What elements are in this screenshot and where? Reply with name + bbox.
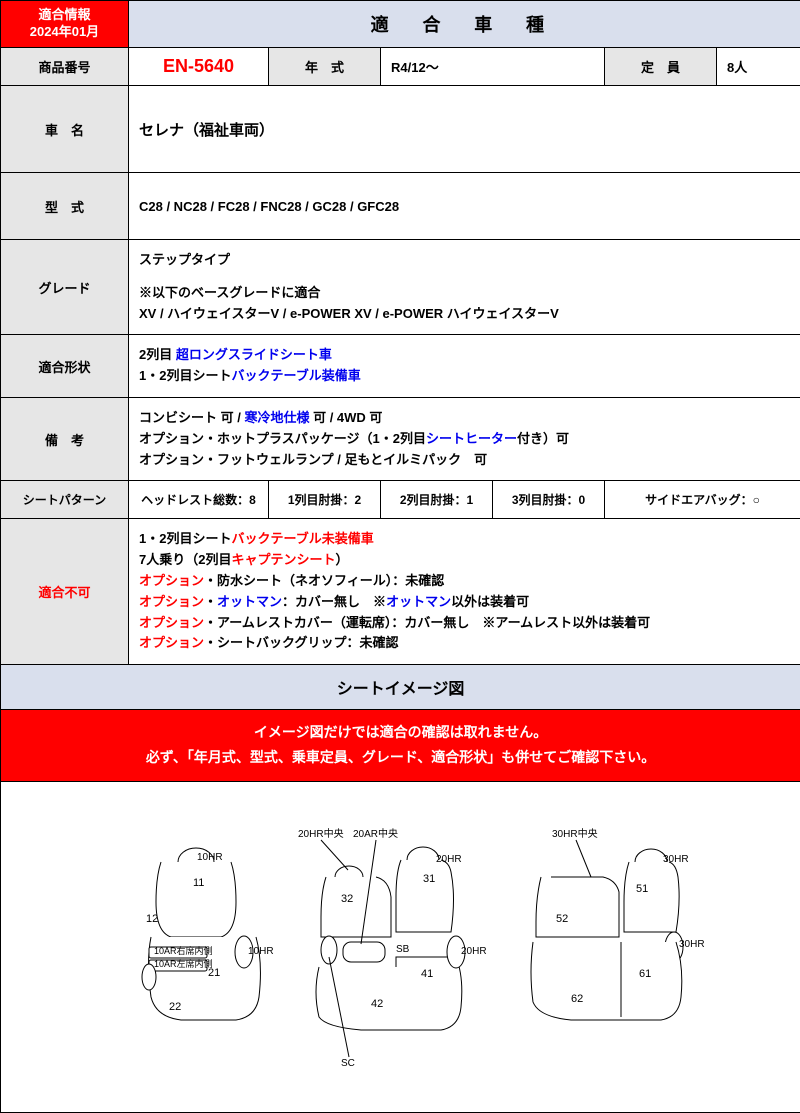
d-42: 42 (371, 998, 383, 1010)
remarks-l1: コンビシート 可 / 寒冷地仕様 可 / 4WD 可 (139, 408, 790, 429)
info-label: 適合情報 (1, 7, 128, 24)
pattern-arm1: 1列目肘掛：2 (269, 481, 381, 519)
d-61: 61 (639, 968, 651, 980)
d-10arin2: 10AR左席内側 (154, 958, 213, 969)
pattern-airbag: サイドエアバッグ：○ (605, 481, 800, 519)
d-21: 21 (208, 967, 220, 979)
compat-table: 適合情報 2024年01月 適 合 車 種 商品番号 EN-5640 年 式 R… (0, 0, 800, 1113)
remarks-value: コンビシート 可 / 寒冷地仕様 可 / 4WD 可 オプション・ホットプラスパ… (129, 397, 800, 480)
carname-label: 車 名 (1, 86, 129, 173)
remarks-label: 備 考 (1, 397, 129, 480)
main-title: 適 合 車 種 (129, 1, 800, 48)
nofit-value: 1・2列目シートバックテーブル未装備車 7人乗り（2列目キャプテンシート） オプ… (129, 519, 800, 665)
product-label: 商品番号 (1, 48, 129, 86)
seat-diagram: 10HR 11 12 10AR右席内側 10AR左席内側 10HR 21 22 (1, 782, 800, 1112)
nofit-l5: オプション・アームレストカバー（運転席）：カバー無し ※アームレスト以外は装着可 (139, 613, 790, 634)
nofit-l6: オプション・シートバックグリップ：未確認 (139, 633, 790, 654)
shape-line1: 2列目 超ロングスライドシート車 (139, 345, 790, 366)
pattern-headrest: ヘッドレスト総数：8 (129, 481, 269, 519)
d-20hr: 20HR (436, 854, 462, 865)
grade-line1: ステップタイプ (139, 250, 790, 271)
d-31: 31 (423, 873, 435, 885)
year-label: 年 式 (269, 48, 381, 86)
shape-label: 適合形状 (1, 335, 129, 398)
d-sc: SC (341, 1058, 355, 1069)
pattern-arm2: 2列目肘掛：1 (381, 481, 493, 519)
warning-banner: イメージ図だけでは適合の確認は取れません。 必ず、「年月式、型式、乗車定員、グレ… (1, 710, 800, 781)
info-header: 適合情報 2024年01月 (1, 1, 129, 48)
grade-line3: XV / ハイウェイスターV / e-POWER XV / e-POWER ハイ… (139, 304, 790, 325)
pattern-arm3: 3列目肘掛：0 (493, 481, 605, 519)
nofit-l2: 7人乗り（2列目キャプテンシート） (139, 550, 790, 571)
d-10hr2: 10HR (248, 946, 274, 957)
product-number: EN-5640 (129, 48, 269, 86)
shape-line2: 1・2列目シートバックテーブル装備車 (139, 366, 790, 387)
warn-l1: イメージ図だけでは適合の確認は取れません。 (1, 720, 800, 745)
model-label: 型 式 (1, 173, 129, 240)
image-section-title: シートイメージ図 (1, 665, 800, 710)
nofit-l3: オプション・防水シート（ネオソフィール）：未確認 (139, 571, 790, 592)
remarks-l3: オプション・フットウェルランプ / 足もとイルミパック 可 (139, 450, 790, 471)
d-20hrc: 20HR中央 (298, 827, 344, 840)
d-10arin: 10AR右席内側 (154, 945, 213, 956)
capacity-label: 定 員 (605, 48, 717, 86)
model-value: C28 / NC28 / FC28 / FNC28 / GC28 / GFC28 (129, 173, 800, 240)
d-11: 11 (193, 877, 204, 889)
d-12: 12 (146, 913, 158, 925)
info-date: 2024年01月 (1, 24, 128, 41)
d-22: 22 (169, 1001, 181, 1013)
d-20hr2: 20HR (461, 946, 487, 957)
shape-value: 2列目 超ロングスライドシート車 1・2列目シートバックテーブル装備車 (129, 335, 800, 398)
d-30hr: 30HR (663, 854, 689, 865)
d-30hr2: 30HR (679, 939, 705, 950)
d-20arc: 20AR中央 (353, 827, 398, 840)
warn-l2: 必ず、「年月式、型式、乗車定員、グレード、適合形状」も併せてご確認下さい。 (1, 745, 800, 770)
d-52: 52 (556, 913, 568, 925)
d-51: 51 (636, 883, 648, 895)
remarks-l2: オプション・ホットプラスパッケージ（1・2列目シートヒーター付き）可 (139, 429, 790, 450)
d-41: 41 (421, 968, 433, 980)
grade-line2: ※以下のベースグレードに適合 (139, 283, 790, 304)
d-10hr: 10HR (197, 852, 223, 863)
grade-label: グレード (1, 240, 129, 335)
carname-value: セレナ（福祉車両） (129, 86, 800, 173)
nofit-l4: オプション・オットマン：カバー無し ※オットマン以外は装着可 (139, 592, 790, 613)
diagram-cell: 10HR 11 12 10AR右席内側 10AR左席内側 10HR 21 22 (1, 781, 800, 1112)
diagram-svg: 10HR 11 12 10AR右席内側 10AR左席内側 10HR 21 22 (1, 782, 800, 1112)
year-value: R4/12～ (381, 48, 605, 86)
d-sb: SB (396, 944, 410, 955)
grade-value: ステップタイプ ※以下のベースグレードに適合 XV / ハイウェイスターV / … (129, 240, 800, 335)
d-62: 62 (571, 993, 583, 1005)
capacity-value: 8人 (717, 48, 800, 86)
pattern-label: シートパターン (1, 481, 129, 519)
d-32: 32 (341, 893, 353, 905)
nofit-label: 適合不可 (1, 519, 129, 665)
d-30hrc: 30HR中央 (552, 827, 598, 840)
nofit-l1: 1・2列目シートバックテーブル未装備車 (139, 529, 790, 550)
